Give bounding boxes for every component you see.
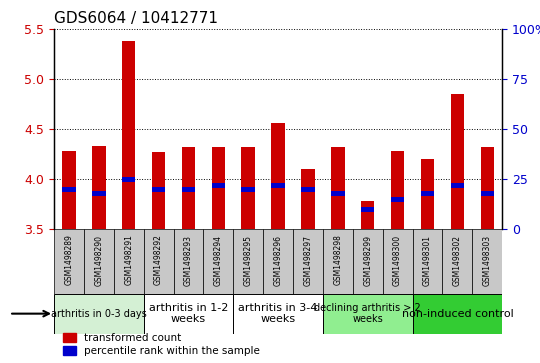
Bar [92, 146, 105, 229]
Text: GDS6064 / 10412771: GDS6064 / 10412771 [54, 12, 218, 26]
Bar [152, 187, 165, 192]
Bar [212, 147, 225, 229]
Bar [481, 147, 494, 229]
Bar [451, 94, 464, 229]
Text: GSM1498297: GSM1498297 [303, 234, 313, 286]
Bar [481, 191, 494, 196]
Text: GSM1498298: GSM1498298 [333, 234, 342, 285]
Text: GSM1498292: GSM1498292 [154, 234, 163, 285]
Bar [391, 151, 404, 229]
Bar [361, 207, 374, 212]
Bar [331, 147, 345, 229]
Bar [272, 123, 285, 229]
Bar [472, 229, 502, 294]
Text: declining arthritis > 2
weeks: declining arthritis > 2 weeks [314, 303, 421, 325]
Bar [301, 187, 315, 192]
Text: GSM1498301: GSM1498301 [423, 234, 432, 286]
Bar [152, 152, 165, 229]
Bar [421, 159, 434, 229]
Bar [54, 229, 84, 294]
Text: GSM1498303: GSM1498303 [483, 234, 492, 286]
Bar [241, 187, 255, 192]
Text: GSM1498291: GSM1498291 [124, 234, 133, 285]
Bar [391, 197, 404, 202]
Bar [122, 41, 136, 229]
Text: arthritis in 3-4
weeks: arthritis in 3-4 weeks [239, 303, 318, 325]
Bar [301, 170, 315, 229]
Text: GSM1498302: GSM1498302 [453, 234, 462, 286]
Text: GSM1498290: GSM1498290 [94, 234, 103, 286]
Bar [204, 229, 233, 294]
Bar [114, 229, 144, 294]
Text: non-induced control: non-induced control [402, 309, 513, 319]
Bar [233, 229, 263, 294]
Bar [383, 229, 413, 294]
Bar [241, 147, 255, 229]
Bar [442, 229, 472, 294]
Bar [144, 294, 233, 334]
Bar [323, 229, 353, 294]
Bar [413, 229, 442, 294]
Bar [122, 177, 136, 182]
Bar [353, 229, 383, 294]
Bar [413, 294, 502, 334]
Bar [421, 191, 434, 196]
Text: GSM1498293: GSM1498293 [184, 234, 193, 286]
Text: GSM1498296: GSM1498296 [274, 234, 282, 286]
Bar [272, 183, 285, 188]
Bar [84, 229, 114, 294]
Bar [212, 183, 225, 188]
Bar [361, 201, 374, 229]
Bar [182, 147, 195, 229]
Bar [451, 183, 464, 188]
Text: arthritis in 1-2
weeks: arthritis in 1-2 weeks [149, 303, 228, 325]
Bar [92, 191, 105, 196]
Legend: transformed count, percentile rank within the sample: transformed count, percentile rank withi… [59, 329, 264, 360]
Text: GSM1498299: GSM1498299 [363, 234, 372, 286]
Bar [263, 229, 293, 294]
Bar [331, 191, 345, 196]
Bar [293, 229, 323, 294]
Bar [62, 151, 76, 229]
Bar [144, 229, 173, 294]
Text: GSM1498294: GSM1498294 [214, 234, 223, 286]
Bar [173, 229, 204, 294]
Bar [62, 187, 76, 192]
Text: GSM1498295: GSM1498295 [244, 234, 253, 286]
Bar [233, 294, 323, 334]
Text: GSM1498300: GSM1498300 [393, 234, 402, 286]
Bar [323, 294, 413, 334]
Bar [54, 294, 144, 334]
Bar [182, 187, 195, 192]
Text: GSM1498289: GSM1498289 [64, 234, 73, 285]
Text: arthritis in 0-3 days: arthritis in 0-3 days [51, 309, 147, 319]
